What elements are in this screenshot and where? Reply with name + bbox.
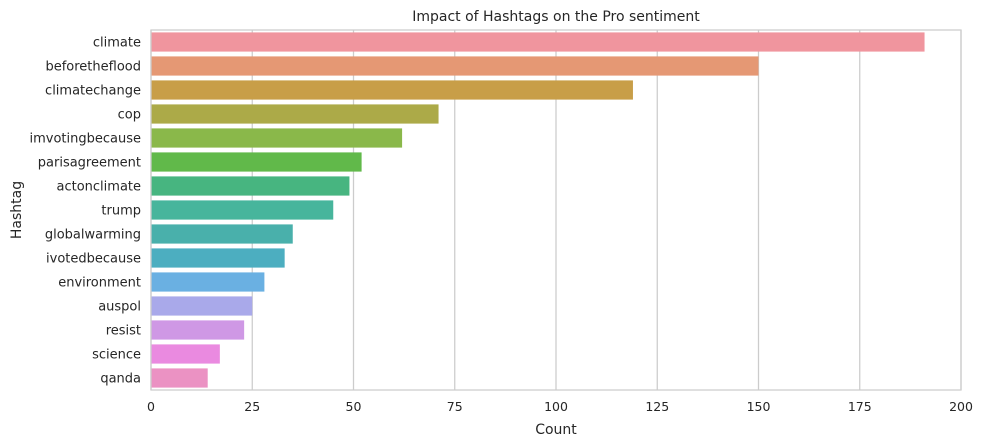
x-tick-label: 150 — [747, 399, 771, 414]
category-label-ivotedbecause: ivotedbecause — [46, 252, 141, 267]
bar-actonclimate — [151, 176, 350, 196]
bar-science — [151, 344, 220, 364]
bar-climatechange — [151, 80, 633, 100]
x-tick-label: 125 — [645, 399, 669, 414]
x-tick-label: 75 — [447, 399, 463, 414]
category-label-climate: climate — [93, 36, 141, 51]
bar-globalwarming — [151, 224, 293, 244]
category-label-cop: cop — [118, 108, 141, 123]
bars — [151, 32, 925, 388]
category-label-parisagreement: parisagreement — [38, 156, 141, 171]
x-axis-label: Count — [535, 422, 577, 438]
bar-resist — [151, 320, 245, 340]
bar-parisagreement — [151, 152, 362, 172]
bar-auspol — [151, 296, 253, 316]
category-label-qanda: qanda — [100, 372, 141, 387]
x-tick-label: 175 — [848, 399, 872, 414]
bar-trump — [151, 200, 334, 220]
bar-qanda — [151, 368, 208, 388]
bar-climate — [151, 32, 925, 52]
category-label-beforetheflood: beforetheflood — [45, 60, 141, 75]
category-label-resist: resist — [106, 324, 141, 339]
category-label-actonclimate: actonclimate — [57, 180, 142, 195]
category-label-environment: environment — [58, 276, 141, 291]
x-tick-label: 50 — [346, 399, 362, 414]
category-label-auspol: auspol — [98, 300, 141, 315]
x-tick-label: 25 — [244, 399, 260, 414]
x-tick-labels: 0 25 50 75 100 125 150 175 200 — [147, 399, 973, 414]
x-tick-label: 0 — [147, 399, 155, 414]
category-label-globalwarming: globalwarming — [45, 228, 141, 243]
bar-imvotingbecause — [151, 128, 403, 148]
chart-title: Impact of Hashtags on the Pro sentiment — [412, 9, 700, 25]
bar-beforetheflood — [151, 56, 759, 76]
category-label-imvotingbecause: imvotingbecause — [30, 132, 142, 147]
x-tick-label: 200 — [949, 399, 973, 414]
plot-frame — [150, 29, 962, 391]
bar-ivotedbecause — [151, 248, 285, 268]
bar-environment — [151, 272, 265, 292]
y-category-labels: climate beforetheflood climatechange cop imv… — [30, 36, 142, 387]
x-tick-label: 100 — [544, 399, 568, 414]
category-label-trump: trump — [101, 204, 141, 219]
category-label-science: science — [92, 348, 141, 363]
y-axis-label: Hashtag — [9, 181, 25, 239]
bar-cop — [151, 104, 439, 124]
category-label-climatechange: climatechange — [45, 84, 141, 99]
